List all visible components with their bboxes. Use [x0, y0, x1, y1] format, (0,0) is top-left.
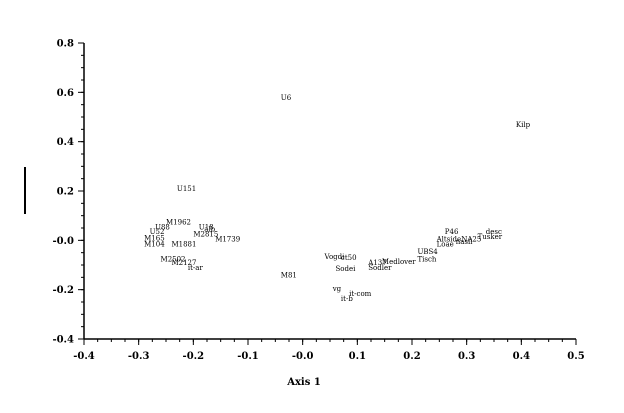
y-tick-label: -0.4 [52, 335, 74, 346]
data-point-label: Loae [437, 241, 454, 249]
data-point-label: M2815 [193, 231, 218, 239]
data-point-label: UBS4 [417, 248, 438, 256]
data-point-label: NA25 [461, 236, 481, 244]
data-point-label: M1881 [171, 241, 196, 249]
x-tick-label: -0.1 [237, 351, 259, 362]
data-point-label: Altside [436, 236, 462, 244]
y-tick-label: 0.2 [57, 187, 74, 198]
data-point-label: U88 [155, 223, 170, 231]
x-tick-label: -0.4 [73, 351, 95, 362]
x-tick-label: -0.0 [292, 351, 314, 362]
data-point-label: U52 [150, 228, 165, 236]
data-point-label: Medlover [382, 258, 416, 266]
data-point-label: vg [332, 285, 342, 293]
x-tick-label: -0.3 [128, 351, 150, 362]
x-axis-title: Axis 1 [286, 377, 321, 388]
data-point-label: M2127 [171, 259, 196, 267]
y-tick-label: -0.2 [52, 285, 74, 296]
data-point-label: Kilp [516, 121, 531, 129]
data-point-label: Tisch [417, 255, 436, 263]
data-point-label: it-ar [188, 264, 204, 272]
data-point-label: it-b [341, 295, 353, 303]
data-point-label: alb [204, 226, 215, 234]
data-point-label: U6 [281, 94, 292, 102]
data-point-label: Tusker [478, 233, 503, 241]
x-tick-label: -0.2 [183, 351, 205, 362]
y-tick-label: -0.0 [52, 236, 74, 247]
y-tick-label: 0.8 [57, 39, 74, 50]
data-point-label: desc [486, 228, 502, 236]
data-point-label: M1739 [215, 236, 240, 244]
data-point-label: M2502 [161, 255, 186, 263]
data-point-label: M81 [281, 271, 297, 279]
data-point-label: Sodler [368, 264, 392, 272]
data-point-label: U151 [177, 185, 196, 193]
data-point-label: Sodei [335, 265, 356, 273]
x-tick-label: 0.1 [349, 351, 366, 362]
data-point-label: it-com [349, 290, 372, 298]
y-tick-label: 0.4 [57, 137, 74, 148]
data-point-label: Vogdi [324, 253, 346, 261]
y-tick-label: 0.6 [57, 88, 74, 99]
x-tick-label: 0.4 [513, 351, 530, 362]
data-point-label: M165 [144, 234, 165, 242]
data-point-label: A137 [367, 259, 386, 267]
data-point-label: U18 [199, 223, 214, 231]
x-tick-label: 0.2 [403, 351, 420, 362]
data-point-label: ct50 [341, 254, 357, 262]
x-tick-label: 0.5 [567, 351, 584, 362]
data-point-label: nasil [456, 238, 474, 246]
data-point-label: P46 [445, 228, 459, 236]
y-axis-ticks: 0.8 0.6 0.4 0.2 -0.0 -0.2 -0.4 [52, 39, 84, 346]
data-point-label: M1962 [166, 218, 191, 226]
x-axis-ticks: -0.4 -0.3 -0.2 -0.1 -0.0 0.1 0.2 0.3 0.4 0.5 [73, 339, 585, 362]
x-tick-label: 0.3 [458, 351, 475, 362]
data-point-label: M104 [144, 241, 165, 249]
